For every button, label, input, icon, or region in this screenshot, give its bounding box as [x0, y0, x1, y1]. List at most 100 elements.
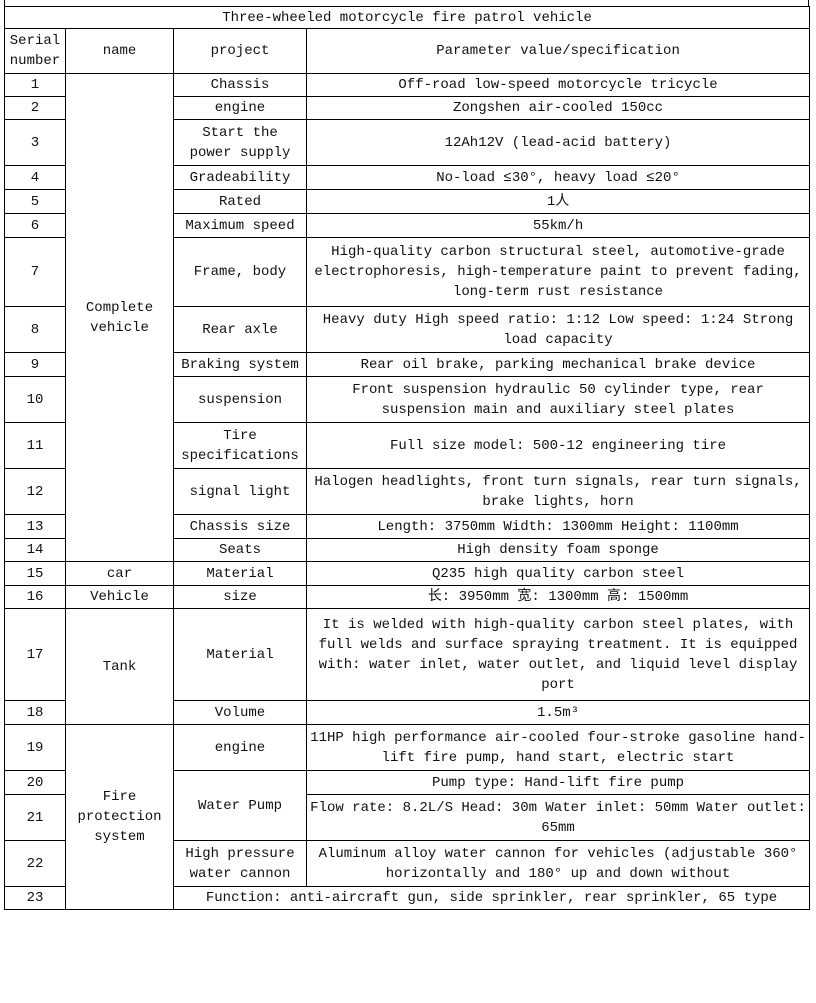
header-serial: Serial number [4, 28, 66, 74]
value-cell: High-quality carbon structural steel, au… [305, 237, 811, 307]
serial-cell: 12 [4, 468, 66, 515]
serial-cell: 6 [4, 213, 66, 238]
name-cell: Complete vehicle [65, 73, 174, 562]
value-cell: 长: 3950mm 宽: 1300mm 高: 1500mm [305, 585, 811, 609]
header-value: Parameter value/specification [305, 28, 811, 74]
project-cell: Rear axle [173, 306, 307, 353]
value-cell: 12Ah12V (lead-acid battery) [305, 119, 811, 166]
project-cell: Chassis size [173, 514, 307, 539]
project-cell: Water Pump [173, 770, 307, 841]
table-row: 1 Complete vehicle Chassis Off-road low-spe… [4, 73, 811, 562]
serial-cell: 10 [4, 376, 66, 423]
header-name: name [65, 28, 174, 74]
project-cell: engine [173, 96, 307, 120]
title-row: Three-wheeled motorcycle fire patrol veh… [3, 6, 811, 29]
serial-cell: 14 [4, 538, 66, 562]
value-cell: It is welded with high-quality carbon st… [305, 608, 811, 701]
serial-cell: 5 [4, 189, 66, 214]
value-cell: Halogen headlights, front turn signals, … [305, 468, 811, 515]
table-row: 4 Gradeability No-load ≤30°, heavy load ≤2… [4, 165, 811, 190]
value-cell: Q235 high quality carbon steel [305, 561, 811, 586]
project-cell: suspension [173, 376, 307, 423]
serial-cell: 22 [4, 840, 66, 887]
table-row: 12 signal light Halogen headlights, front … [4, 468, 811, 515]
serial-cell: 21 [4, 794, 66, 841]
table-row: 23 Function: anti-aircraft gun, side spri… [4, 886, 811, 910]
project-cell: Frame, body [173, 237, 307, 307]
value-cell: Aluminum alloy water cannon for vehicles… [305, 840, 811, 887]
spec-table: Three-wheeled motorcycle fire patrol veh… [3, 6, 811, 910]
project-cell: Volume [173, 700, 307, 725]
table-row: 9 Braking system Rear oil brake, parking m… [4, 352, 811, 377]
table-top-border [4, 0, 809, 6]
value-cell: Flow rate: 8.2L/S Head: 30m Water inlet:… [305, 794, 811, 841]
table-row: 11 Tire specifications Full size model: 50… [4, 422, 811, 469]
value-cell: High density foam sponge [305, 538, 811, 562]
name-cell: Vehicle [65, 585, 174, 609]
value-cell: Pump type: Hand-lift fire pump [305, 770, 811, 795]
value-cell: Length: 3750mm Width: 1300mm Height: 110… [305, 514, 811, 539]
serial-cell: 8 [4, 306, 66, 353]
table-row: 5 Rated 1人 [4, 189, 811, 214]
project-cell: Chassis [173, 73, 307, 97]
serial-cell: 7 [4, 237, 66, 307]
project-cell: Seats [173, 538, 307, 562]
value-cell: Rear oil brake, parking mechanical brake… [305, 352, 811, 377]
value-cell: Off-road low-speed motorcycle tricycle [305, 73, 811, 97]
value-cell: No-load ≤30°, heavy load ≤20° [305, 165, 811, 190]
project-cell: signal light [173, 468, 307, 515]
serial-cell: 13 [4, 514, 66, 539]
serial-cell: 11 [4, 422, 66, 469]
project-cell: Start the power supply [173, 119, 307, 166]
table-title: Three-wheeled motorcycle fire patrol veh… [3, 6, 811, 29]
value-cell: 55km/h [305, 213, 811, 238]
serial-cell: 18 [4, 700, 66, 725]
value-cell: Zongshen air-cooled 150cc [305, 96, 811, 120]
serial-cell: 4 [4, 165, 66, 190]
table-row: 18 Volume 1.5m³ [4, 700, 811, 725]
project-cell: Gradeability [173, 165, 307, 190]
table-row: 20 Water Pump Pump type: Hand-lift fire pu… [4, 770, 811, 841]
serial-cell: 3 [4, 119, 66, 166]
name-cell: Fire protection system [65, 724, 174, 910]
serial-cell: 17 [4, 608, 66, 701]
serial-cell: 20 [4, 770, 66, 795]
value-cell: 1人 [305, 189, 811, 214]
project-cell: engine [173, 724, 307, 771]
value-cell: 1.5m³ [305, 700, 811, 725]
serial-cell: 1 [4, 73, 66, 97]
table-row: 13 Chassis size Length: 3750mm Width: 1300… [4, 514, 811, 539]
serial-cell: 15 [4, 561, 66, 586]
table-row: 8 Rear axle Heavy duty High speed ratio: 1… [4, 306, 811, 353]
project-cell: Material [173, 608, 307, 701]
table-row: 17 Tank Material It is welded with high-qua… [4, 608, 811, 725]
table-row: 15 car Material Q235 high quality carbon st… [4, 561, 811, 586]
table-row: 10 suspension Front suspension hydraulic 5… [4, 376, 811, 423]
serial-cell: 9 [4, 352, 66, 377]
value-cell: 11HP high performance air-cooled four-st… [305, 724, 811, 771]
project-cell: size [173, 585, 307, 609]
table-row: 19 Fire protection system engine 11HP high … [4, 724, 811, 910]
table-row: 16 Vehicle size 长: 3950mm 宽: 1300mm 高: 1500… [4, 585, 811, 609]
name-cell: car [65, 561, 174, 586]
serial-cell: 16 [4, 585, 66, 609]
value-cell: Front suspension hydraulic 50 cylinder t… [305, 376, 811, 423]
table-row: 21 Flow rate: 8.2L/S Head: 30m Water inle… [4, 794, 811, 841]
project-cell: Braking system [173, 352, 307, 377]
value-cell: Function: anti-aircraft gun, side sprink… [172, 886, 811, 910]
serial-cell: 2 [4, 96, 66, 120]
project-cell: Rated [173, 189, 307, 214]
project-cell: High pressure water cannon [173, 840, 307, 887]
value-cell: Heavy duty High speed ratio: 1:12 Low sp… [305, 306, 811, 353]
table-row: 2 engine Zongshen air-cooled 150cc [4, 96, 811, 120]
serial-cell: 19 [4, 724, 66, 771]
name-cell: Tank [65, 608, 174, 725]
table-row: 22 High pressure water cannon Aluminum all… [4, 840, 811, 887]
serial-cell: 23 [4, 886, 66, 910]
project-cell: Maximum speed [173, 213, 307, 238]
project-cell: Tire specifications [173, 422, 307, 469]
table-row: 7 Frame, body High-quality carbon structur… [4, 237, 811, 307]
header-project: project [173, 28, 307, 74]
project-cell: Material [173, 561, 307, 586]
header-row: Serial number name project Parameter val… [4, 28, 811, 74]
